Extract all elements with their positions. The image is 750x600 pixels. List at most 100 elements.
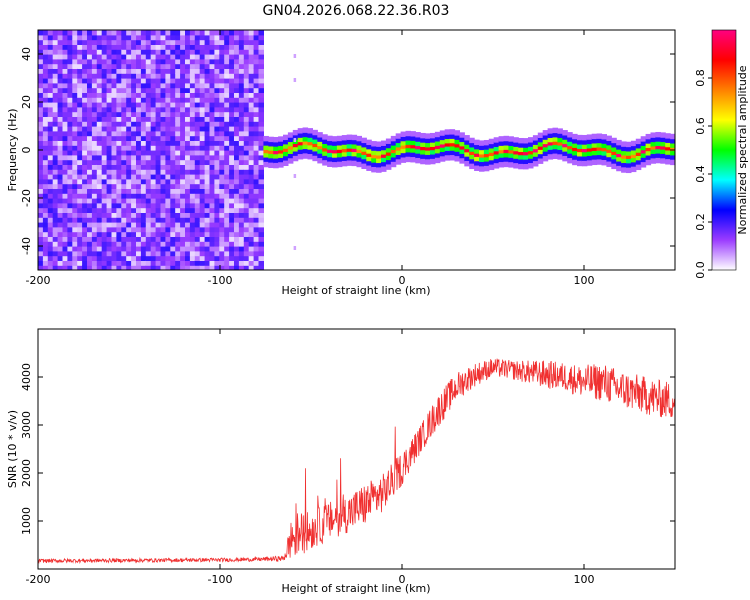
heatmap-cell xyxy=(238,260,245,266)
heatmap-cell xyxy=(38,102,44,108)
heatmap-cell xyxy=(140,150,147,156)
heatmap-cell xyxy=(160,164,166,170)
heatmap-cell xyxy=(145,202,152,209)
heatmap-cell xyxy=(243,193,250,199)
heatmap-cell xyxy=(248,169,255,175)
heatmap-cell xyxy=(258,87,264,93)
heatmap-cell xyxy=(547,154,554,160)
heatmap-cell xyxy=(229,198,235,204)
heatmap-cell xyxy=(214,241,220,247)
heatmap-cell xyxy=(170,212,176,218)
heatmap-cell xyxy=(204,116,211,122)
heatmap-cell xyxy=(52,202,59,209)
heatmap-cell xyxy=(293,78,297,82)
heatmap-cell xyxy=(660,136,666,143)
heatmap-cell xyxy=(395,154,402,161)
heatmap-cell xyxy=(136,49,142,55)
heatmap-cell xyxy=(111,198,117,204)
heatmap-cell xyxy=(160,78,166,84)
heatmap-cell xyxy=(238,255,245,261)
heatmap-cell xyxy=(322,155,328,162)
heatmap-cell xyxy=(199,73,206,79)
heatmap-cell xyxy=(145,49,152,55)
heatmap-cell xyxy=(214,164,220,170)
heatmap-cell xyxy=(185,92,191,98)
heatmap-cell xyxy=(131,39,137,45)
heatmap-cell xyxy=(238,183,245,189)
heatmap-cell xyxy=(336,153,343,159)
heatmap-cell xyxy=(547,128,554,134)
heatmap-cell xyxy=(47,102,54,108)
heatmap-cell xyxy=(82,58,88,65)
heatmap-cell xyxy=(234,106,240,113)
heatmap-cell xyxy=(327,148,333,155)
heatmap-cell xyxy=(62,246,68,252)
heatmap-cell xyxy=(390,161,397,168)
heatmap-cell xyxy=(189,82,196,89)
heatmap-cell xyxy=(219,58,225,65)
heatmap-cell xyxy=(52,236,59,242)
heatmap-cell xyxy=(121,217,127,223)
colorbar-gradient xyxy=(712,30,736,270)
heatmap-cell xyxy=(145,54,152,60)
heatmap-cell xyxy=(234,226,240,233)
heatmap-cell xyxy=(67,193,73,199)
heatmap-cell xyxy=(229,73,235,79)
heatmap-cell xyxy=(199,63,206,69)
heatmap-cell xyxy=(596,150,603,157)
heatmap-cell xyxy=(77,73,83,79)
heatmap-cell xyxy=(131,49,137,55)
heatmap-cell xyxy=(317,136,323,142)
heatmap-cell xyxy=(96,102,103,108)
heatmap-cell xyxy=(635,151,642,158)
heatmap-cell xyxy=(96,169,103,175)
heatmap-cell xyxy=(640,149,647,155)
heatmap-cell xyxy=(52,231,59,237)
heatmap-cell xyxy=(287,140,294,147)
heatmap-cell xyxy=(101,198,108,204)
heatmap-cell xyxy=(91,246,98,252)
heatmap-cell xyxy=(229,49,235,55)
heatmap-cell xyxy=(238,111,245,117)
heatmap-cell xyxy=(52,265,59,270)
heatmap-cell xyxy=(96,49,103,55)
colorbar-tick-label: 0.8 xyxy=(694,69,707,87)
heatmap-cell xyxy=(67,212,73,218)
heatmap-cell xyxy=(47,183,54,189)
heatmap-cell xyxy=(234,222,240,228)
heatmap-cell xyxy=(194,265,201,270)
heatmap-cell xyxy=(307,132,313,138)
heatmap-cell xyxy=(185,58,191,65)
heatmap-cell xyxy=(101,63,108,69)
heatmap-cell xyxy=(82,111,88,117)
heatmap-cell xyxy=(234,207,240,213)
heatmap-cell xyxy=(572,142,578,148)
heatmap-cell xyxy=(258,106,264,113)
heatmap-cell xyxy=(381,144,387,151)
heatmap-cell xyxy=(145,68,152,74)
heatmap-cell xyxy=(336,144,343,150)
heatmap-cell xyxy=(131,183,137,189)
heatmap-cell xyxy=(185,121,191,127)
spectrogram-x-axis: -200 -100 0 100 xyxy=(26,30,595,287)
heatmap-cell xyxy=(106,212,113,218)
heatmap-cell xyxy=(165,130,171,137)
heatmap-cell xyxy=(170,68,176,74)
heatmap-cell xyxy=(248,178,255,185)
heatmap-cell xyxy=(38,255,44,261)
heatmap-cell xyxy=(111,68,117,74)
heatmap-cell xyxy=(238,207,245,213)
heatmap-cell xyxy=(77,164,83,170)
heatmap-cell xyxy=(214,97,220,103)
heatmap-cell xyxy=(155,106,162,113)
heatmap-cell xyxy=(140,73,147,79)
heatmap-cell xyxy=(160,222,166,228)
heatmap-cell xyxy=(150,241,157,247)
heatmap-cell xyxy=(67,78,73,84)
heatmap-cell xyxy=(449,129,456,135)
heatmap-cell xyxy=(140,226,147,233)
heatmap-cell xyxy=(136,130,142,137)
heatmap-cell xyxy=(189,34,196,41)
heatmap-cell xyxy=(567,145,573,151)
heatmap-cell xyxy=(82,154,88,161)
